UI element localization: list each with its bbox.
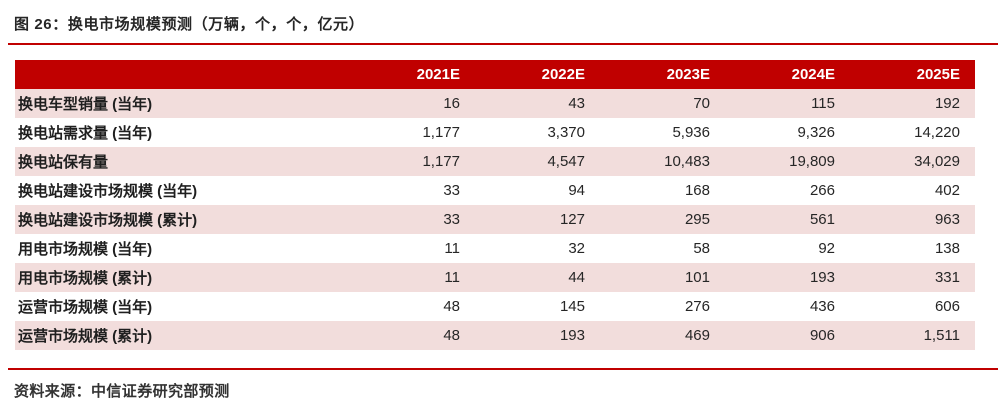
value-cell: 266 (809, 182, 835, 199)
value-cell: 436 (809, 298, 835, 315)
table-row: 换电车型销量 (当年) 16 43 70 115 192 (15, 89, 975, 118)
table-row: 用电市场规模 (当年) 11 32 58 92 138 (15, 234, 975, 263)
value-cell: 168 (684, 182, 710, 199)
value-cell: 276 (684, 298, 710, 315)
value-cell: 32 (568, 240, 585, 257)
value-cell: 48 (443, 298, 460, 315)
value-cell: 561 (809, 211, 835, 228)
value-cell: 5,936 (672, 124, 710, 141)
value-cell: 1,511 (923, 327, 960, 344)
row-label-cell: 运营市场规模 (累计) (18, 328, 153, 345)
row-label-cell: 换电站需求量 (当年) (18, 125, 153, 142)
value-cell: 11 (444, 269, 460, 286)
market-forecast-table: 2021E 2022E 2023E 2024E 2025E 换电车型销量 (当年… (15, 60, 975, 350)
value-cell: 295 (684, 211, 710, 228)
value-cell: 138 (934, 240, 960, 257)
row-label-cell: 换电车型销量 (当年) (18, 96, 153, 113)
value-cell: 402 (934, 182, 960, 199)
value-cell: 92 (818, 240, 835, 257)
table-header: 2021E 2022E 2023E 2024E 2025E (15, 60, 975, 89)
row-label-cell: 换电站建设市场规模 (当年) (18, 183, 198, 200)
value-cell: 16 (443, 95, 460, 112)
value-cell: 3,370 (547, 124, 585, 141)
table-body: 换电车型销量 (当年) 16 43 70 115 192 换电站需求量 (当年)… (15, 89, 975, 350)
value-cell: 1,177 (422, 124, 460, 141)
value-cell: 48 (443, 327, 460, 344)
value-cell: 33 (443, 182, 460, 199)
table-row: 用电市场规模 (累计) 11 44 101 193 331 (15, 263, 975, 292)
source-attribution: 资料来源：中信证券研究部预测 (14, 383, 230, 400)
value-cell: 11 (444, 240, 460, 257)
table-row: 运营市场规模 (当年) 48 145 276 436 606 (15, 292, 975, 321)
header-row: 2021E 2022E 2023E 2024E 2025E (15, 60, 975, 89)
value-cell: 193 (809, 269, 835, 286)
table-row: 换电站建设市场规模 (累计) 33 127 295 561 963 (15, 205, 975, 234)
figure-title: 图 26：换电市场规模预测（万辆，个，个，亿元） (8, 10, 998, 45)
row-label-cell: 运营市场规模 (当年) (18, 299, 153, 316)
value-cell: 70 (693, 95, 710, 112)
row-label-cell: 换电站建设市场规模 (累计) (18, 212, 198, 229)
value-cell: 33 (443, 211, 460, 228)
value-cell: 9,326 (797, 124, 835, 141)
value-cell: 193 (559, 327, 585, 344)
value-cell: 127 (559, 211, 585, 228)
value-cell: 469 (684, 327, 710, 344)
value-cell: 43 (568, 95, 585, 112)
value-cell: 101 (684, 269, 710, 286)
year-header-cell: 2022E (475, 60, 600, 89)
source-divider (8, 368, 998, 370)
row-label-cell: 换电站保有量 (18, 154, 109, 171)
value-cell: 606 (934, 298, 960, 315)
table-row: 换电站保有量 1,177 4,547 10,483 19,809 34,029 (15, 147, 975, 176)
value-cell: 115 (811, 95, 835, 112)
value-cell: 94 (568, 182, 585, 199)
header-empty-cell (15, 60, 350, 89)
value-cell: 19,809 (789, 153, 835, 170)
table-row: 运营市场规模 (累计) 48 193 469 906 1,511 (15, 321, 975, 350)
value-cell: 906 (809, 327, 835, 344)
value-cell: 34,029 (914, 153, 960, 170)
value-cell: 331 (934, 269, 960, 286)
year-header-cell: 2023E (600, 60, 725, 89)
value-cell: 192 (934, 95, 960, 112)
year-header-cell: 2024E (725, 60, 850, 89)
table-row: 换电站建设市场规模 (当年) 33 94 168 266 402 (15, 176, 975, 205)
value-cell: 963 (934, 211, 960, 228)
year-header-cell: 2025E (850, 60, 975, 89)
value-cell: 44 (568, 269, 585, 286)
value-cell: 1,177 (422, 153, 460, 170)
row-label-cell: 用电市场规模 (累计) (18, 270, 153, 287)
value-cell: 14,220 (914, 124, 960, 141)
value-cell: 4,547 (547, 153, 585, 170)
table-row: 换电站需求量 (当年) 1,177 3,370 5,936 9,326 14,2… (15, 118, 975, 147)
value-cell: 58 (693, 240, 710, 257)
value-cell: 10,483 (664, 153, 710, 170)
value-cell: 145 (559, 298, 585, 315)
row-label-cell: 用电市场规模 (当年) (18, 241, 153, 258)
year-header-cell: 2021E (350, 60, 475, 89)
